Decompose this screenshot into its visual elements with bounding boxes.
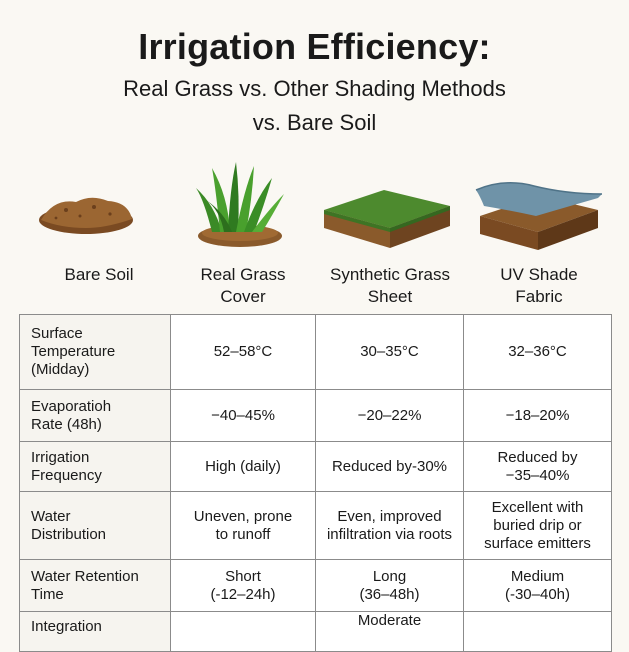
subtitle-line-2: vs. Bare Soil [252,110,377,135]
table-cell: −18–20% [463,389,612,442]
comparison-table: Surface Temperature (Midday) 52–58°C 30–35… [19,314,612,652]
table-cell: Reduced by-30% [315,441,464,492]
page-title: Irrigation Efficiency: [138,26,491,67]
row-label: Irrigation Frequency [19,441,171,492]
column-label-real-grass: Real Grass Cover [200,265,286,306]
table-cell: High (daily) [170,441,316,492]
table-cell: Reduced by −35–40% [463,441,612,492]
table-row: Surface Temperature (Midday) 52–58°C 30–35… [19,314,612,390]
synthetic-turf-icon [324,190,450,248]
grass-tuft-icon [196,162,284,247]
subtitle-line-1: Real Grass vs. Other Shading Methods [123,76,506,101]
table-cell: Moderate [315,611,464,652]
table-row: Irrigation Frequency High (daily) Reduced… [19,441,612,492]
table-cell: Even, improved infiltration via roots [315,491,464,560]
table-cell: Medium (-30–40h) [463,559,612,612]
column-label-uv-shade: UV Shade Fabric [500,265,578,306]
table-cell: Excellent with buried drip or surface emit… [463,491,612,560]
table-cell: −40–45% [170,389,316,442]
column-label-synthetic-grass: Synthetic Grass Sheet [330,265,450,306]
table-cell [463,611,612,652]
table-cell: Long (36–48h) [315,559,464,612]
table-cell: 32–36°C [463,314,612,390]
table-cell: 52–58°C [170,314,316,390]
table-row: Water Retention Time Short (-12–24h) Long(… [19,559,612,612]
column-label-bare-soil: Bare Soil [64,265,134,284]
table-row: Evaporatioh Rate (48h) −40–45% −20–22% −1… [19,389,612,442]
table-row: Integration Moderate [19,611,612,652]
table-row: Water Distribution Uneven, prone to runoff… [19,491,612,560]
table-cell: −20–22% [315,389,464,442]
shade-fabric-icon [475,182,603,250]
row-label: Integration [19,611,171,652]
row-label: Evaporatioh Rate (48h) [19,389,171,442]
table-cell: 30–35°C [315,314,464,390]
table-cell: Uneven, prone to runoff [170,491,316,560]
soil-mound-icon [39,197,133,234]
row-label: Water Retention Time [19,559,171,612]
row-label: Surface Temperature (Midday) [19,314,171,390]
row-label: Water Distribution [19,491,171,560]
table-cell [170,611,316,652]
table-cell: Short (-12–24h) [170,559,316,612]
